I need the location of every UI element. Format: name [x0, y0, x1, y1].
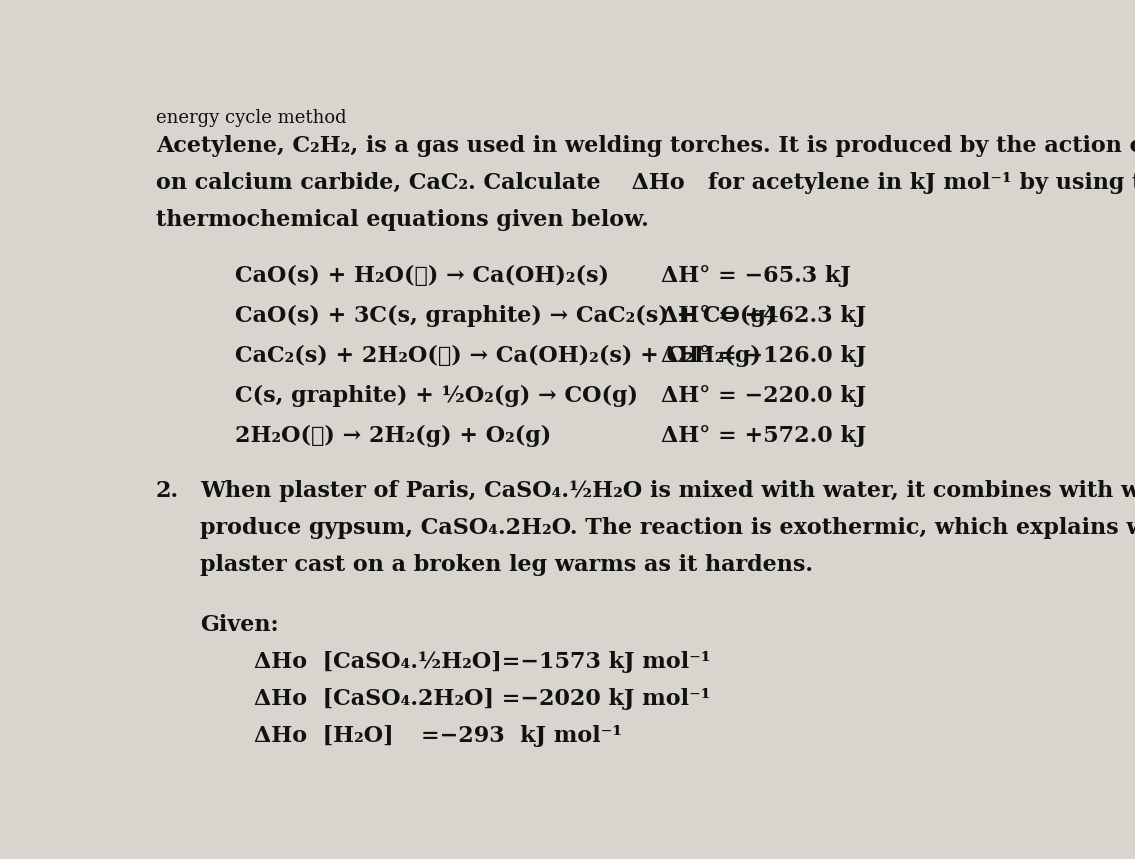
Text: energy cycle method: energy cycle method: [155, 109, 346, 127]
Text: ΔHᴏ  [CaSO₄.½H₂O]=−1573 kJ mol⁻¹: ΔHᴏ [CaSO₄.½H₂O]=−1573 kJ mol⁻¹: [254, 651, 711, 673]
Text: 2H₂O(ℓ) → 2H₂(g) + O₂(g): 2H₂O(ℓ) → 2H₂(g) + O₂(g): [235, 425, 552, 447]
Text: CaC₂(s) + 2H₂O(ℓ) → Ca(OH)₂(s) + C₂H₂(g): CaC₂(s) + 2H₂O(ℓ) → Ca(OH)₂(s) + C₂H₂(g): [235, 344, 760, 367]
Text: ΔH° = −126.0 kJ: ΔH° = −126.0 kJ: [661, 344, 866, 367]
Text: ΔHᴏ  [CaSO₄.2H₂O] =−2020 kJ mol⁻¹: ΔHᴏ [CaSO₄.2H₂O] =−2020 kJ mol⁻¹: [254, 688, 711, 710]
Text: ΔH° = +462.3 kJ: ΔH° = +462.3 kJ: [661, 305, 866, 326]
Text: =−293  kJ mol⁻¹: =−293 kJ mol⁻¹: [421, 725, 622, 747]
Text: on calcium carbide, CaC₂. Calculate    ΔHᴏ   for acetylene in kJ mol⁻¹ by using : on calcium carbide, CaC₂. Calculate ΔHᴏ …: [155, 173, 1135, 194]
Text: ΔH° = −220.0 kJ: ΔH° = −220.0 kJ: [661, 385, 866, 407]
Text: Acetylene, C₂H₂, is a gas used in welding torches. It is produced by the action : Acetylene, C₂H₂, is a gas used in weldin…: [155, 136, 1135, 157]
Text: ΔHᴏ  [H₂O]: ΔHᴏ [H₂O]: [254, 725, 394, 747]
Text: Given:: Given:: [200, 614, 278, 637]
Text: CaO(s) + H₂O(ℓ) → Ca(OH)₂(s): CaO(s) + H₂O(ℓ) → Ca(OH)₂(s): [235, 265, 608, 287]
Text: produce gypsum, CaSO₄.2H₂O. The reaction is exothermic, which explains why a: produce gypsum, CaSO₄.2H₂O. The reaction…: [200, 517, 1135, 539]
Text: CaO(s) + 3C(s, graphite) → CaC₂(s) + CO(g): CaO(s) + 3C(s, graphite) → CaC₂(s) + CO(…: [235, 305, 776, 327]
Text: ΔH° = +572.0 kJ: ΔH° = +572.0 kJ: [661, 425, 866, 447]
Text: 2.: 2.: [155, 480, 179, 503]
Text: plaster cast on a broken leg warms as it hardens.: plaster cast on a broken leg warms as it…: [200, 554, 813, 576]
Text: C(s, graphite) + ½O₂(g) → CO(g): C(s, graphite) + ½O₂(g) → CO(g): [235, 385, 638, 407]
Text: thermochemical equations given below.: thermochemical equations given below.: [155, 210, 648, 231]
Text: When plaster of Paris, CaSO₄.½H₂O is mixed with water, it combines with water to: When plaster of Paris, CaSO₄.½H₂O is mix…: [200, 480, 1135, 503]
Text: ΔH° = −65.3 kJ: ΔH° = −65.3 kJ: [661, 265, 851, 287]
